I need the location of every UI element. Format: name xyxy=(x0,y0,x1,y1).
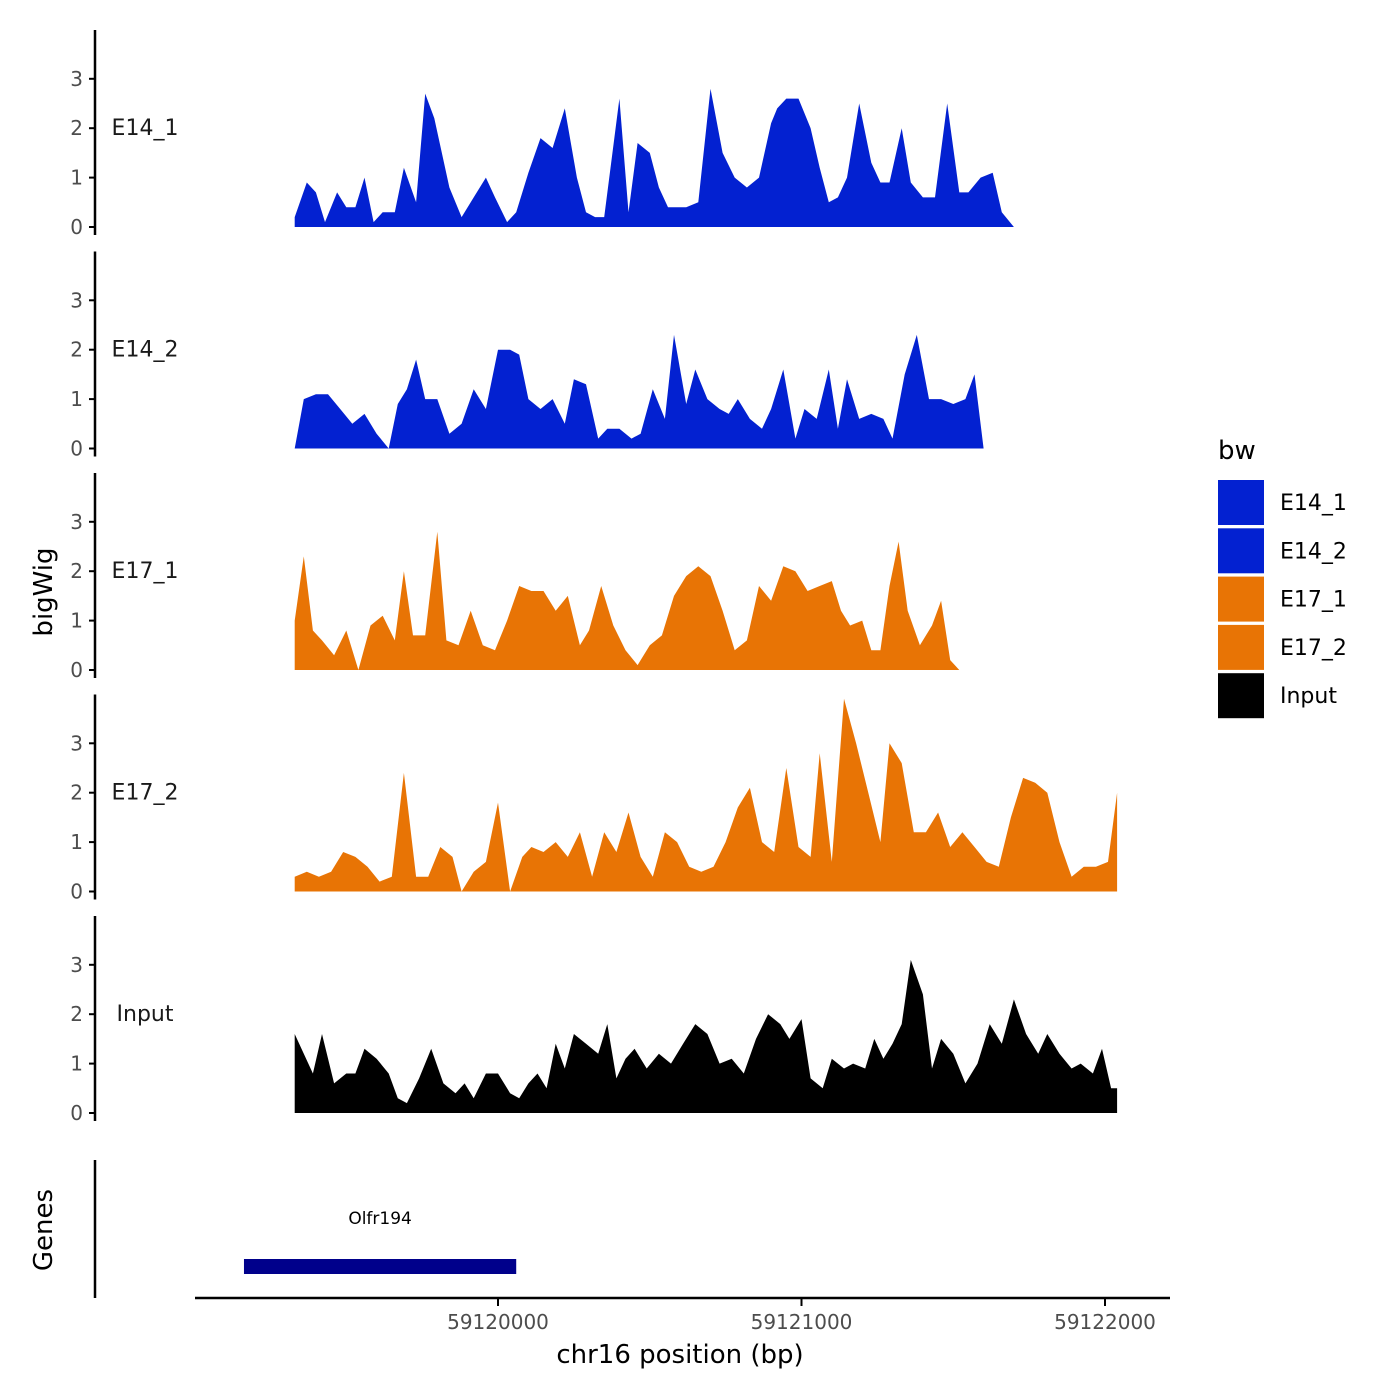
coverage-area-e14-1 xyxy=(294,88,1118,227)
coverage-area-input xyxy=(294,959,1118,1113)
gene-olfr194 xyxy=(243,1259,517,1274)
x-tick-label: 59122000 xyxy=(1054,1310,1156,1334)
legend-swatch xyxy=(1218,624,1264,670)
y-tick-label: 2 xyxy=(70,1002,83,1026)
genes-track-title: Genes xyxy=(29,1189,59,1271)
track-label: E14_1 xyxy=(112,116,179,141)
track-e17-1: 0 1 2 3 E17_1 xyxy=(70,473,1118,682)
y-tick-label: 2 xyxy=(70,116,83,140)
y-tick-label: 1 xyxy=(70,609,83,633)
legend-item-e17-1: E17_1 xyxy=(1218,576,1347,622)
y-tick-label: 1 xyxy=(70,166,83,190)
y-tick-label: 3 xyxy=(70,67,83,91)
y-tick-label: 3 xyxy=(70,731,83,755)
legend-label: E17_1 xyxy=(1280,588,1347,613)
legend-label: E14_2 xyxy=(1280,539,1347,564)
y-tick-label: 0 xyxy=(70,215,83,239)
legend-label: E14_1 xyxy=(1280,491,1347,516)
coverage-area-e17-2 xyxy=(294,698,1118,892)
coverage-area-e14-2 xyxy=(294,334,1118,449)
track-label: E17_2 xyxy=(112,781,179,806)
legend-swatch xyxy=(1218,576,1264,622)
track-label: E17_1 xyxy=(112,559,179,584)
legend-item-e14-1: E14_1 xyxy=(1218,480,1347,525)
legend-swatch xyxy=(1218,528,1264,574)
gene-label: Olfr194 xyxy=(348,1209,412,1229)
x-tick-label: 59120000 xyxy=(447,1310,549,1334)
y-tick-label: 3 xyxy=(70,510,83,534)
legend-label: Input xyxy=(1280,684,1337,709)
track-e14-2: 0 1 2 3 E14_2 xyxy=(70,251,1118,461)
y-tick-label: 3 xyxy=(70,953,83,977)
coverage-tracks: 0 1 2 3 E14_1 0 1 2 3 E14_2 0 1 2 3 E17_1 0 1 2 3 E17_2 0 1 2 3… xyxy=(70,30,1118,1125)
x-axis-title: chr16 position (bp) xyxy=(556,1340,803,1370)
track-e14-1: 0 1 2 3 E14_1 xyxy=(70,30,1118,239)
x-axis: 59120000 59121000 59122000 xyxy=(195,1296,1170,1334)
y-tick-label: 1 xyxy=(70,387,83,411)
legend-title: bw xyxy=(1218,436,1256,466)
y-tick-label: 0 xyxy=(70,880,83,904)
legend-item-e14-2: E14_2 xyxy=(1218,528,1347,574)
track-e17-2: 0 1 2 3 E17_2 xyxy=(70,694,1118,904)
x-tick-label: 59121000 xyxy=(751,1310,853,1334)
legend-item-e17-2: E17_2 xyxy=(1218,624,1347,670)
genes-track: Genes Olfr194 xyxy=(29,1160,517,1298)
legend-swatch xyxy=(1218,480,1264,525)
legend-label: E17_2 xyxy=(1280,636,1347,661)
track-input: 0 1 2 3 Input xyxy=(70,916,1118,1125)
y-tick-label: 2 xyxy=(70,338,83,362)
legend: bw E14_1 E14_2 E17_1 E17_2 Input xyxy=(1218,436,1347,719)
legend-swatch xyxy=(1218,673,1264,719)
track-label: Input xyxy=(117,1002,174,1027)
y-tick-label: 0 xyxy=(70,1101,83,1125)
y-tick-label: 0 xyxy=(70,658,83,682)
y-tick-label: 1 xyxy=(70,830,83,854)
y-tick-label: 2 xyxy=(70,781,83,805)
y-tick-label: 3 xyxy=(70,288,83,312)
track-label: E14_2 xyxy=(112,338,179,363)
coverage-area-e17-1 xyxy=(294,531,1118,670)
y-axis-title: bigWig xyxy=(29,547,59,636)
y-tick-label: 1 xyxy=(70,1052,83,1076)
legend-item-input: Input xyxy=(1218,673,1337,719)
y-tick-label: 2 xyxy=(70,559,83,583)
y-tick-label: 0 xyxy=(70,437,83,461)
